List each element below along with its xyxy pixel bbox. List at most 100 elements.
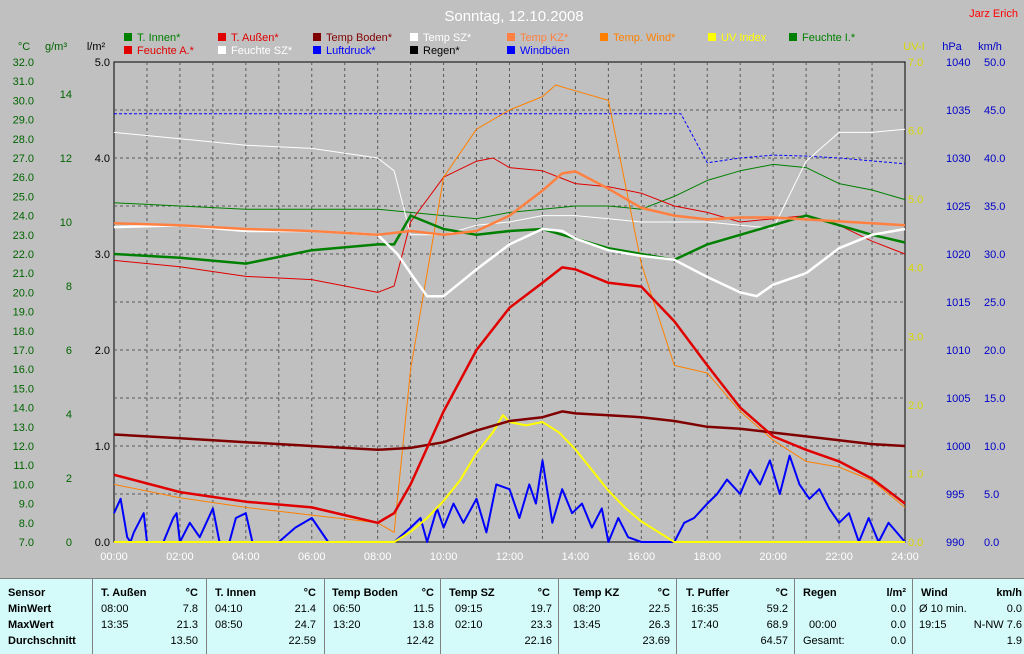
humidity-tick-label: 4 [66,409,72,421]
stats-min-value: 19.7 [530,603,552,615]
pressure-tick-label: 1030 [946,153,970,165]
temp-tick-label: 20.0 [13,287,34,299]
chart-author: Jarz Erich [969,8,1018,20]
rain-tick-label: 0.0 [95,537,110,549]
stats-max-time: 13:45 [573,619,601,631]
stats-col-temp-boden: Temp Boden °C 06:50 11.5 13:20 13.8 12.42 [324,579,440,654]
stats-rain-total: 0.0 [890,635,906,647]
temp-tick-label: 11.0 [13,460,34,472]
wind-tick-label: 0.0 [984,537,999,549]
legend-label: Temp. Wind* [613,32,676,44]
legend-label: Regen* [423,45,460,57]
stats-avg-value: 13.50 [170,635,198,647]
legend-label: Feuchte I.* [802,32,856,44]
pressure-tick-label: 1010 [946,345,970,357]
tick-labels: 7.0 8.0 9.0 10.0 11.0 12.0 13.0 14.0 15.0 16.0 17.… [13,57,1006,563]
temp-tick-label: 12.0 [13,441,34,453]
stats-col-unit: °C [537,587,550,599]
wind-tick-label: 35.0 [984,201,1005,213]
rain-tick-label: 4.0 [95,153,110,165]
temp-tick-label: 30.0 [13,95,34,107]
stats-wind-time: 19:15 [919,619,947,631]
wind-tick-label: 5.0 [984,489,999,501]
chart-title: Sonntag, 12.10.2008 [444,8,583,25]
x-tick-label: 24:00 [891,551,919,563]
rain-axis-label: l/m² [87,41,106,53]
temp-tick-label: 16.0 [13,364,34,376]
legend-swatch [507,46,515,54]
stats-col-name: Regen [803,587,837,599]
humidity-tick-label: 14 [60,89,72,101]
legend-label: Temp SZ* [423,32,472,44]
legend-swatch [600,33,608,41]
humidity-tick-label: 8 [66,281,72,293]
uv-tick-label: 2.0 [908,400,923,412]
x-tick-label: 08:00 [364,551,392,563]
temp-tick-label: 29.0 [13,115,34,127]
legend-label: Luftdruck* [326,45,376,57]
stats-col-wind: Wind km/h Ø 10 min. 0.0 19:15 N-NW 7.6 1.9 [912,579,1024,654]
statistics-table: Sensor MinWert MaxWert Durchschnitt T. A… [0,578,1024,654]
stats-max-time: 13:20 [333,619,361,631]
series-line [113,454,906,543]
legend-swatch [218,46,226,54]
stats-col-name: Wind [921,587,948,599]
pressure-tick-label: 1020 [946,249,970,261]
uv-tick-label: 1.0 [908,468,923,480]
stats-max-value: 24.7 [294,619,316,631]
temp-tick-label: 9.0 [19,499,34,511]
stats-min-label: MinWert [8,603,52,615]
temp-tick-label: 28.0 [13,134,34,146]
series-line [113,266,906,525]
stats-wind-avg: 1.9 [1006,635,1022,647]
temp-tick-label: 18.0 [13,326,34,338]
stats-max-time: 08:50 [215,619,243,631]
stats-min-time: 16:35 [691,603,719,615]
stats-col-name: Temp KZ [573,587,620,599]
temp-tick-label: 17.0 [13,345,34,357]
temp-tick-label: 21.0 [13,268,34,280]
temp-tick-label: 13.0 [13,422,34,434]
stats-avg-label: Durchschnitt [8,635,76,647]
stats-col-t-innen: T. Innen °C 04:10 21.4 08:50 24.7 22.59 [206,579,324,654]
uv-tick-label: 7.0 [908,57,923,69]
wind-tick-label: 45.0 [984,105,1005,117]
stats-min-time: 08:20 [573,603,601,615]
legend-swatch [507,33,515,41]
pressure-tick-label: 990 [946,537,964,549]
uv-tick-label: 4.0 [908,263,923,275]
legend-swatch [410,46,418,54]
stats-col-unit: °C [775,587,788,599]
rain-tick-label: 2.0 [95,345,110,357]
humidity-tick-label: 2 [66,473,72,485]
rain-tick-label: 3.0 [95,249,110,261]
stats-col-unit: °C [303,587,316,599]
pressure-tick-label: 1005 [946,393,970,405]
wind-tick-label: 50.0 [984,57,1005,69]
x-tick-label: 14:00 [562,551,590,563]
wind-tick-label: 15.0 [984,393,1005,405]
temp-tick-label: 7.0 [19,537,34,549]
stats-min-value: 11.5 [413,603,434,615]
legend-swatch [410,33,418,41]
stats-max-value: 23.3 [530,619,552,631]
series-line [113,84,906,533]
humidity-tick-label: 6 [66,345,72,357]
stats-min-time: 04:10 [215,603,243,615]
wind-tick-label: 10.0 [984,441,1005,453]
legend-label: UV Index [721,32,767,44]
series-line [113,163,906,220]
legend-swatch [708,33,716,41]
stats-rain-value: 0.0 [890,603,906,615]
pressure-tick-label: 995 [946,489,964,501]
stats-min-value: 21.4 [294,603,316,615]
uv-tick-label: 5.0 [908,194,923,206]
temp-tick-label: 8.0 [19,518,34,530]
pressure-tick-label: 1035 [946,105,970,117]
stats-avg-value: 22.59 [288,635,316,647]
pressure-tick-label: 1000 [946,441,970,453]
stats-avg-value: 23.69 [642,635,670,647]
stats-avg-value: 12.42 [406,635,434,647]
stats-min-value: 7.8 [182,603,198,615]
wind-axis-label: km/h [978,41,1002,53]
